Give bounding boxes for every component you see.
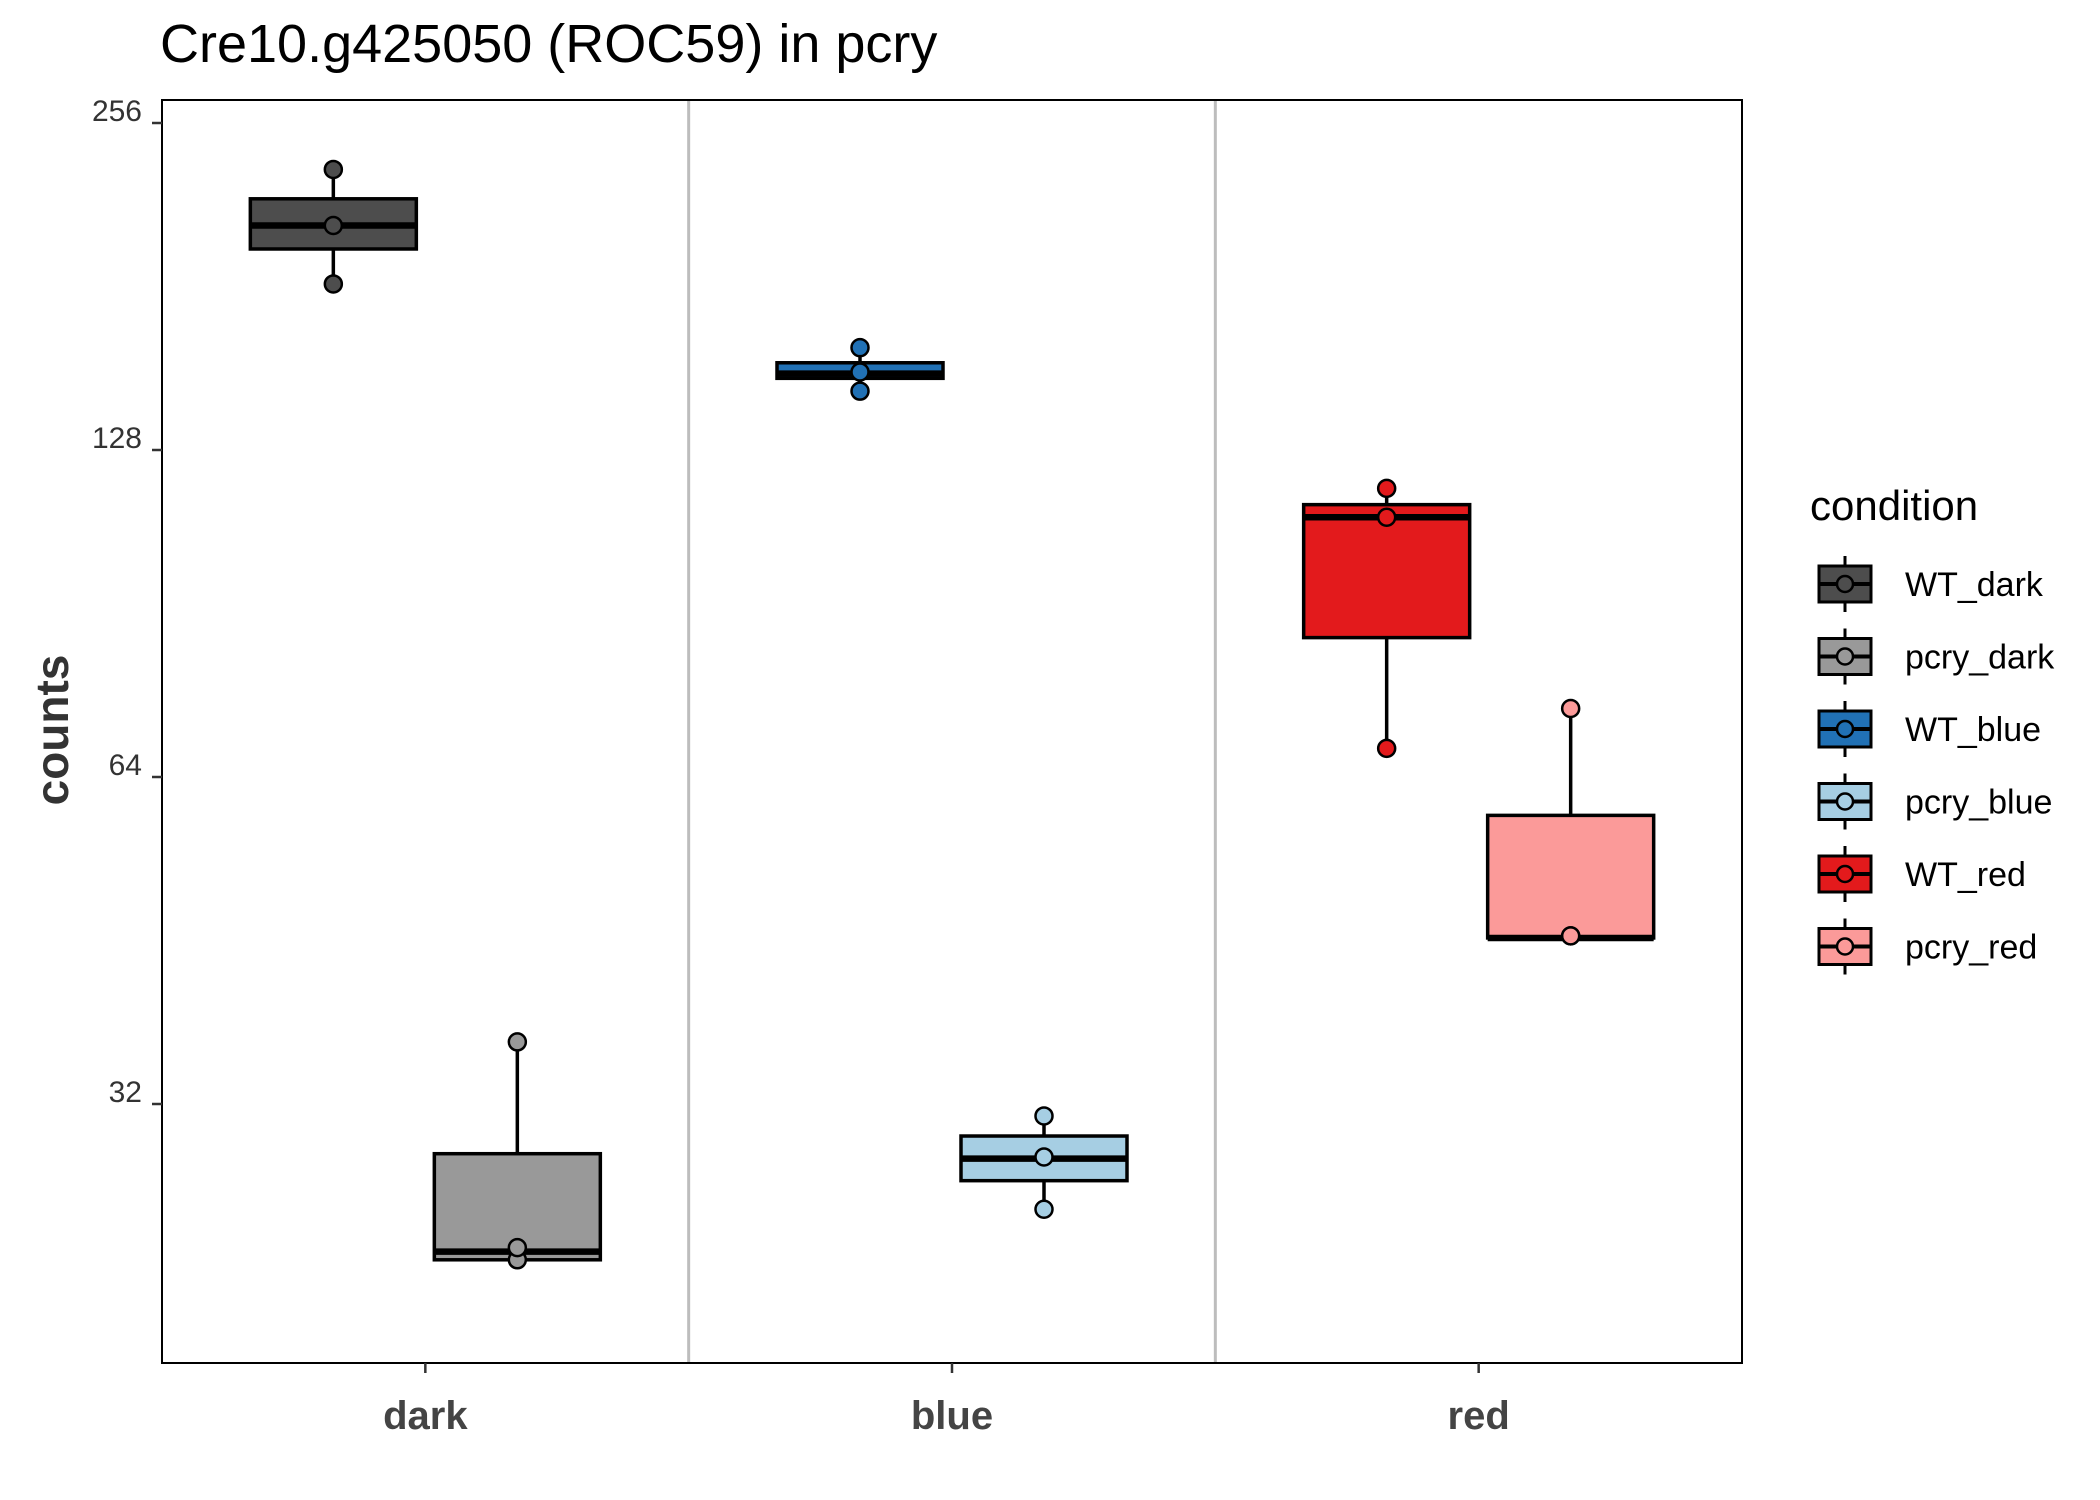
- x-axis: dark blue red: [383, 1363, 1510, 1438]
- x-tick-label: blue: [911, 1394, 993, 1438]
- legend-item-pcry_blue: pcry_blue: [1817, 773, 2052, 830]
- data-point: [1034, 1106, 1054, 1126]
- box-pcry_dark: [432, 1032, 603, 1270]
- legend-key-point: [1835, 864, 1855, 884]
- legend-label: pcry_blue: [1905, 784, 2052, 822]
- data-point: [850, 337, 870, 358]
- box-WT_dark: [248, 159, 419, 294]
- legend-label: WT_dark: [1905, 566, 2044, 604]
- data-point: [1560, 926, 1581, 946]
- box-body: [1485, 813, 1656, 940]
- data-point: [323, 215, 344, 236]
- x-tick-label: red: [1448, 1394, 1510, 1438]
- data-point: [323, 274, 344, 294]
- y-tick-label: 256: [92, 95, 142, 128]
- box-WT_red: [1301, 478, 1472, 759]
- plot-background: [162, 100, 1742, 1363]
- chart-title: Cre10.g425050 (ROC59) in pcry: [160, 14, 937, 74]
- legend-item-WT_blue: WT_blue: [1817, 701, 2041, 757]
- data-point: [323, 159, 344, 180]
- box-pcry_blue: [959, 1106, 1129, 1220]
- legend-key-point: [1835, 719, 1855, 739]
- data-point: [1376, 478, 1397, 499]
- data-point: [850, 381, 870, 401]
- legend-label: pcry_dark: [1905, 639, 2055, 677]
- plot-panel: [161, 99, 1743, 1364]
- legend-item-WT_dark: WT_dark: [1817, 556, 2044, 612]
- legend-key-point: [1835, 647, 1855, 666]
- box-WT_blue: [775, 337, 945, 401]
- y-tick-label: 32: [109, 1076, 142, 1109]
- legend-label: WT_blue: [1905, 711, 2041, 749]
- x-tick-label: dark: [383, 1394, 468, 1438]
- data-point: [1034, 1199, 1054, 1220]
- legend-label: pcry_red: [1905, 929, 2037, 967]
- y-tick-label: 128: [92, 422, 142, 455]
- data-point: [1034, 1147, 1054, 1167]
- data-point: [1376, 507, 1397, 527]
- legend-item-pcry_dark: pcry_dark: [1817, 628, 2055, 685]
- legend-title: condition: [1810, 482, 1978, 529]
- data-point: [507, 1237, 528, 1258]
- y-tick-label: 64: [109, 749, 142, 782]
- legend-key-point: [1835, 792, 1855, 811]
- legend-item-pcry_red: pcry_red: [1817, 918, 2037, 975]
- data-point: [1376, 738, 1397, 759]
- legend-key-point: [1835, 574, 1855, 594]
- legend-item-WT_red: WT_red: [1817, 846, 2026, 902]
- legend-label: WT_red: [1905, 856, 2026, 894]
- legend: condition WT_dark pcry_dark WT_blue pcry_bl…: [1810, 482, 2055, 975]
- box-pcry_red: [1485, 698, 1656, 946]
- legend-key-point: [1835, 937, 1855, 956]
- data-point: [850, 362, 870, 382]
- data-point: [507, 1032, 528, 1052]
- y-axis-label: counts: [26, 655, 78, 806]
- y-axis: 32 64 128 256: [92, 95, 162, 1109]
- data-point: [1560, 698, 1581, 719]
